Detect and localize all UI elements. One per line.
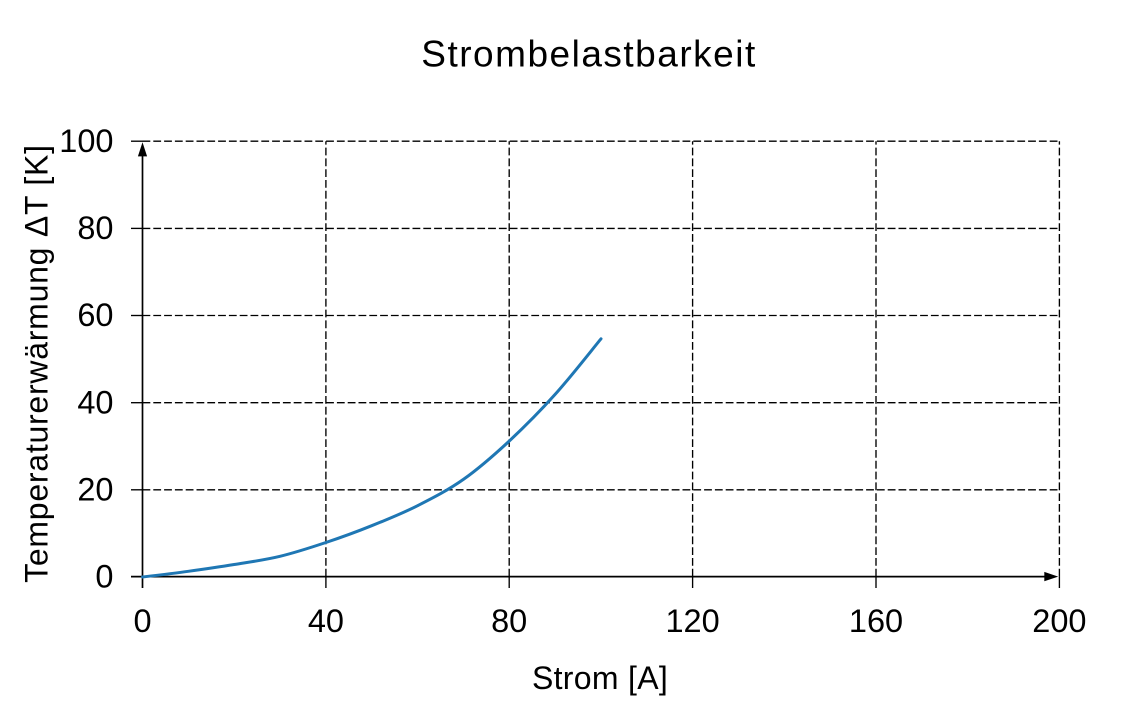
svg-text:80: 80 bbox=[491, 603, 527, 639]
svg-text:200: 200 bbox=[1032, 603, 1086, 639]
svg-text:160: 160 bbox=[849, 603, 903, 639]
svg-text:100: 100 bbox=[59, 123, 113, 159]
svg-text:60: 60 bbox=[77, 297, 113, 333]
svg-text:Strom [A]: Strom [A] bbox=[532, 660, 668, 696]
svg-text:40: 40 bbox=[77, 384, 113, 420]
svg-text:40: 40 bbox=[308, 603, 344, 639]
svg-text:120: 120 bbox=[665, 603, 719, 639]
svg-text:Temperaturerwärmung ΔT [K]: Temperaturerwärmung ΔT [K] bbox=[18, 144, 54, 583]
svg-text:0: 0 bbox=[95, 559, 113, 595]
svg-text:20: 20 bbox=[77, 472, 113, 508]
svg-text:0: 0 bbox=[133, 603, 151, 639]
svg-text:Strombelastbarkeit: Strombelastbarkeit bbox=[421, 34, 756, 75]
svg-text:80: 80 bbox=[77, 210, 113, 246]
